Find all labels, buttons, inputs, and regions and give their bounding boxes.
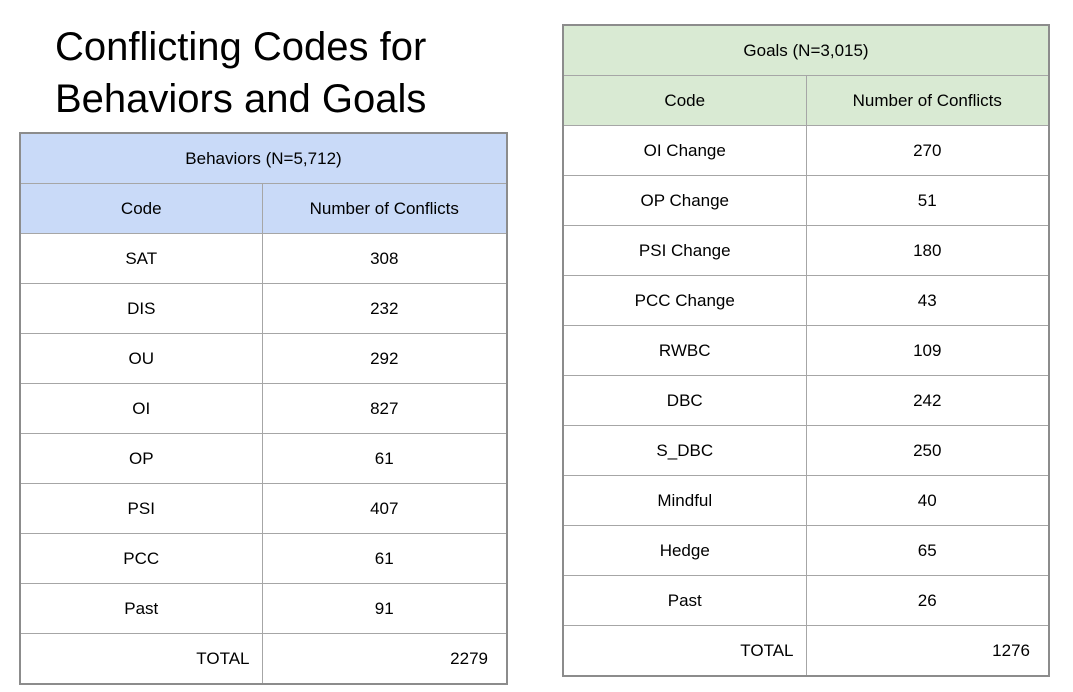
- code-cell: PSI: [19, 483, 263, 534]
- table-row: PSI Change 180: [562, 225, 1050, 276]
- code-cell: RWBC: [562, 325, 807, 376]
- code-cell: Hedge: [562, 525, 807, 576]
- table-row: OI Change 270: [562, 125, 1050, 176]
- code-cell: PCC: [19, 533, 263, 584]
- conflicts-cell: 242: [805, 375, 1050, 426]
- table-row: Mindful 40: [562, 475, 1050, 526]
- code-cell: Mindful: [562, 475, 807, 526]
- table-row: PSI 407: [19, 483, 508, 534]
- conflicts-cell: 232: [261, 283, 508, 334]
- table-row: OP Change 51: [562, 175, 1050, 226]
- table-row: Hedge 65: [562, 525, 1050, 576]
- conflicts-cell: 61: [261, 533, 508, 584]
- table-row: OI 827: [19, 383, 508, 434]
- code-cell: OU: [19, 333, 263, 384]
- code-cell: PCC Change: [562, 275, 807, 326]
- conflicts-cell: 43: [805, 275, 1050, 326]
- code-cell: DBC: [562, 375, 807, 426]
- conflicts-cell: 250: [805, 425, 1050, 476]
- table-row: S_DBC 250: [562, 425, 1050, 476]
- code-cell: SAT: [19, 233, 263, 284]
- goals-column-header-conflicts: Number of Conflicts: [805, 75, 1050, 126]
- goals-total-row: TOTAL 1276: [562, 625, 1050, 677]
- behaviors-column-header-conflicts: Number of Conflicts: [261, 183, 508, 234]
- table-row: DIS 232: [19, 283, 508, 334]
- conflicts-cell: 270: [805, 125, 1050, 176]
- goals-total-label: TOTAL: [562, 625, 807, 677]
- goals-column-header-code: Code: [562, 75, 807, 126]
- table-row: OU 292: [19, 333, 508, 384]
- code-cell: S_DBC: [562, 425, 807, 476]
- conflicts-cell: 109: [805, 325, 1050, 376]
- behaviors-column-header-code: Code: [19, 183, 263, 234]
- behaviors-total-row: TOTAL 2279: [19, 633, 508, 685]
- table-row: Past 91: [19, 583, 508, 634]
- slide-title-line-2: Behaviors and Goals: [55, 77, 427, 121]
- goals-total-value: 1276: [805, 625, 1050, 677]
- code-cell: OI Change: [562, 125, 807, 176]
- conflicts-cell: 308: [261, 233, 508, 284]
- table-row: DBC 242: [562, 375, 1050, 426]
- table-row: RWBC 109: [562, 325, 1050, 376]
- table-row: SAT 308: [19, 233, 508, 284]
- conflicts-cell: 407: [261, 483, 508, 534]
- code-cell: Past: [19, 583, 263, 634]
- conflicts-cell: 827: [261, 383, 508, 434]
- conflicts-cell: 91: [261, 583, 508, 634]
- table-row: Past 26: [562, 575, 1050, 626]
- goals-table-title-row: Goals (N=3,015): [562, 24, 1050, 76]
- conflicts-cell: 40: [805, 475, 1050, 526]
- code-cell: OI: [19, 383, 263, 434]
- slide-title-line-1: Conflicting Codes for: [55, 25, 427, 69]
- conflicts-cell: 65: [805, 525, 1050, 576]
- behaviors-table-title: Behaviors (N=5,712): [19, 132, 508, 184]
- table-row: PCC 61: [19, 533, 508, 584]
- conflicts-cell: 292: [261, 333, 508, 384]
- goals-table-title: Goals (N=3,015): [562, 24, 1050, 76]
- conflicts-cell: 51: [805, 175, 1050, 226]
- table-row: OP 61: [19, 433, 508, 484]
- behaviors-table-title-row: Behaviors (N=5,712): [19, 132, 508, 184]
- code-cell: OP: [19, 433, 263, 484]
- conflicts-cell: 61: [261, 433, 508, 484]
- behaviors-column-header-row: Code Number of Conflicts: [19, 183, 508, 234]
- goals-table: Goals (N=3,015) Code Number of Conflicts…: [562, 24, 1050, 677]
- behaviors-table: Behaviors (N=5,712) Code Number of Confl…: [19, 132, 508, 685]
- slide-title: Conflicting Codes for Behaviors and Goal…: [55, 21, 426, 125]
- table-row: PCC Change 43: [562, 275, 1050, 326]
- goals-column-header-row: Code Number of Conflicts: [562, 75, 1050, 126]
- code-cell: DIS: [19, 283, 263, 334]
- code-cell: PSI Change: [562, 225, 807, 276]
- code-cell: Past: [562, 575, 807, 626]
- conflicts-cell: 26: [805, 575, 1050, 626]
- conflicts-cell: 180: [805, 225, 1050, 276]
- behaviors-total-label: TOTAL: [19, 633, 263, 685]
- code-cell: OP Change: [562, 175, 807, 226]
- behaviors-total-value: 2279: [261, 633, 508, 685]
